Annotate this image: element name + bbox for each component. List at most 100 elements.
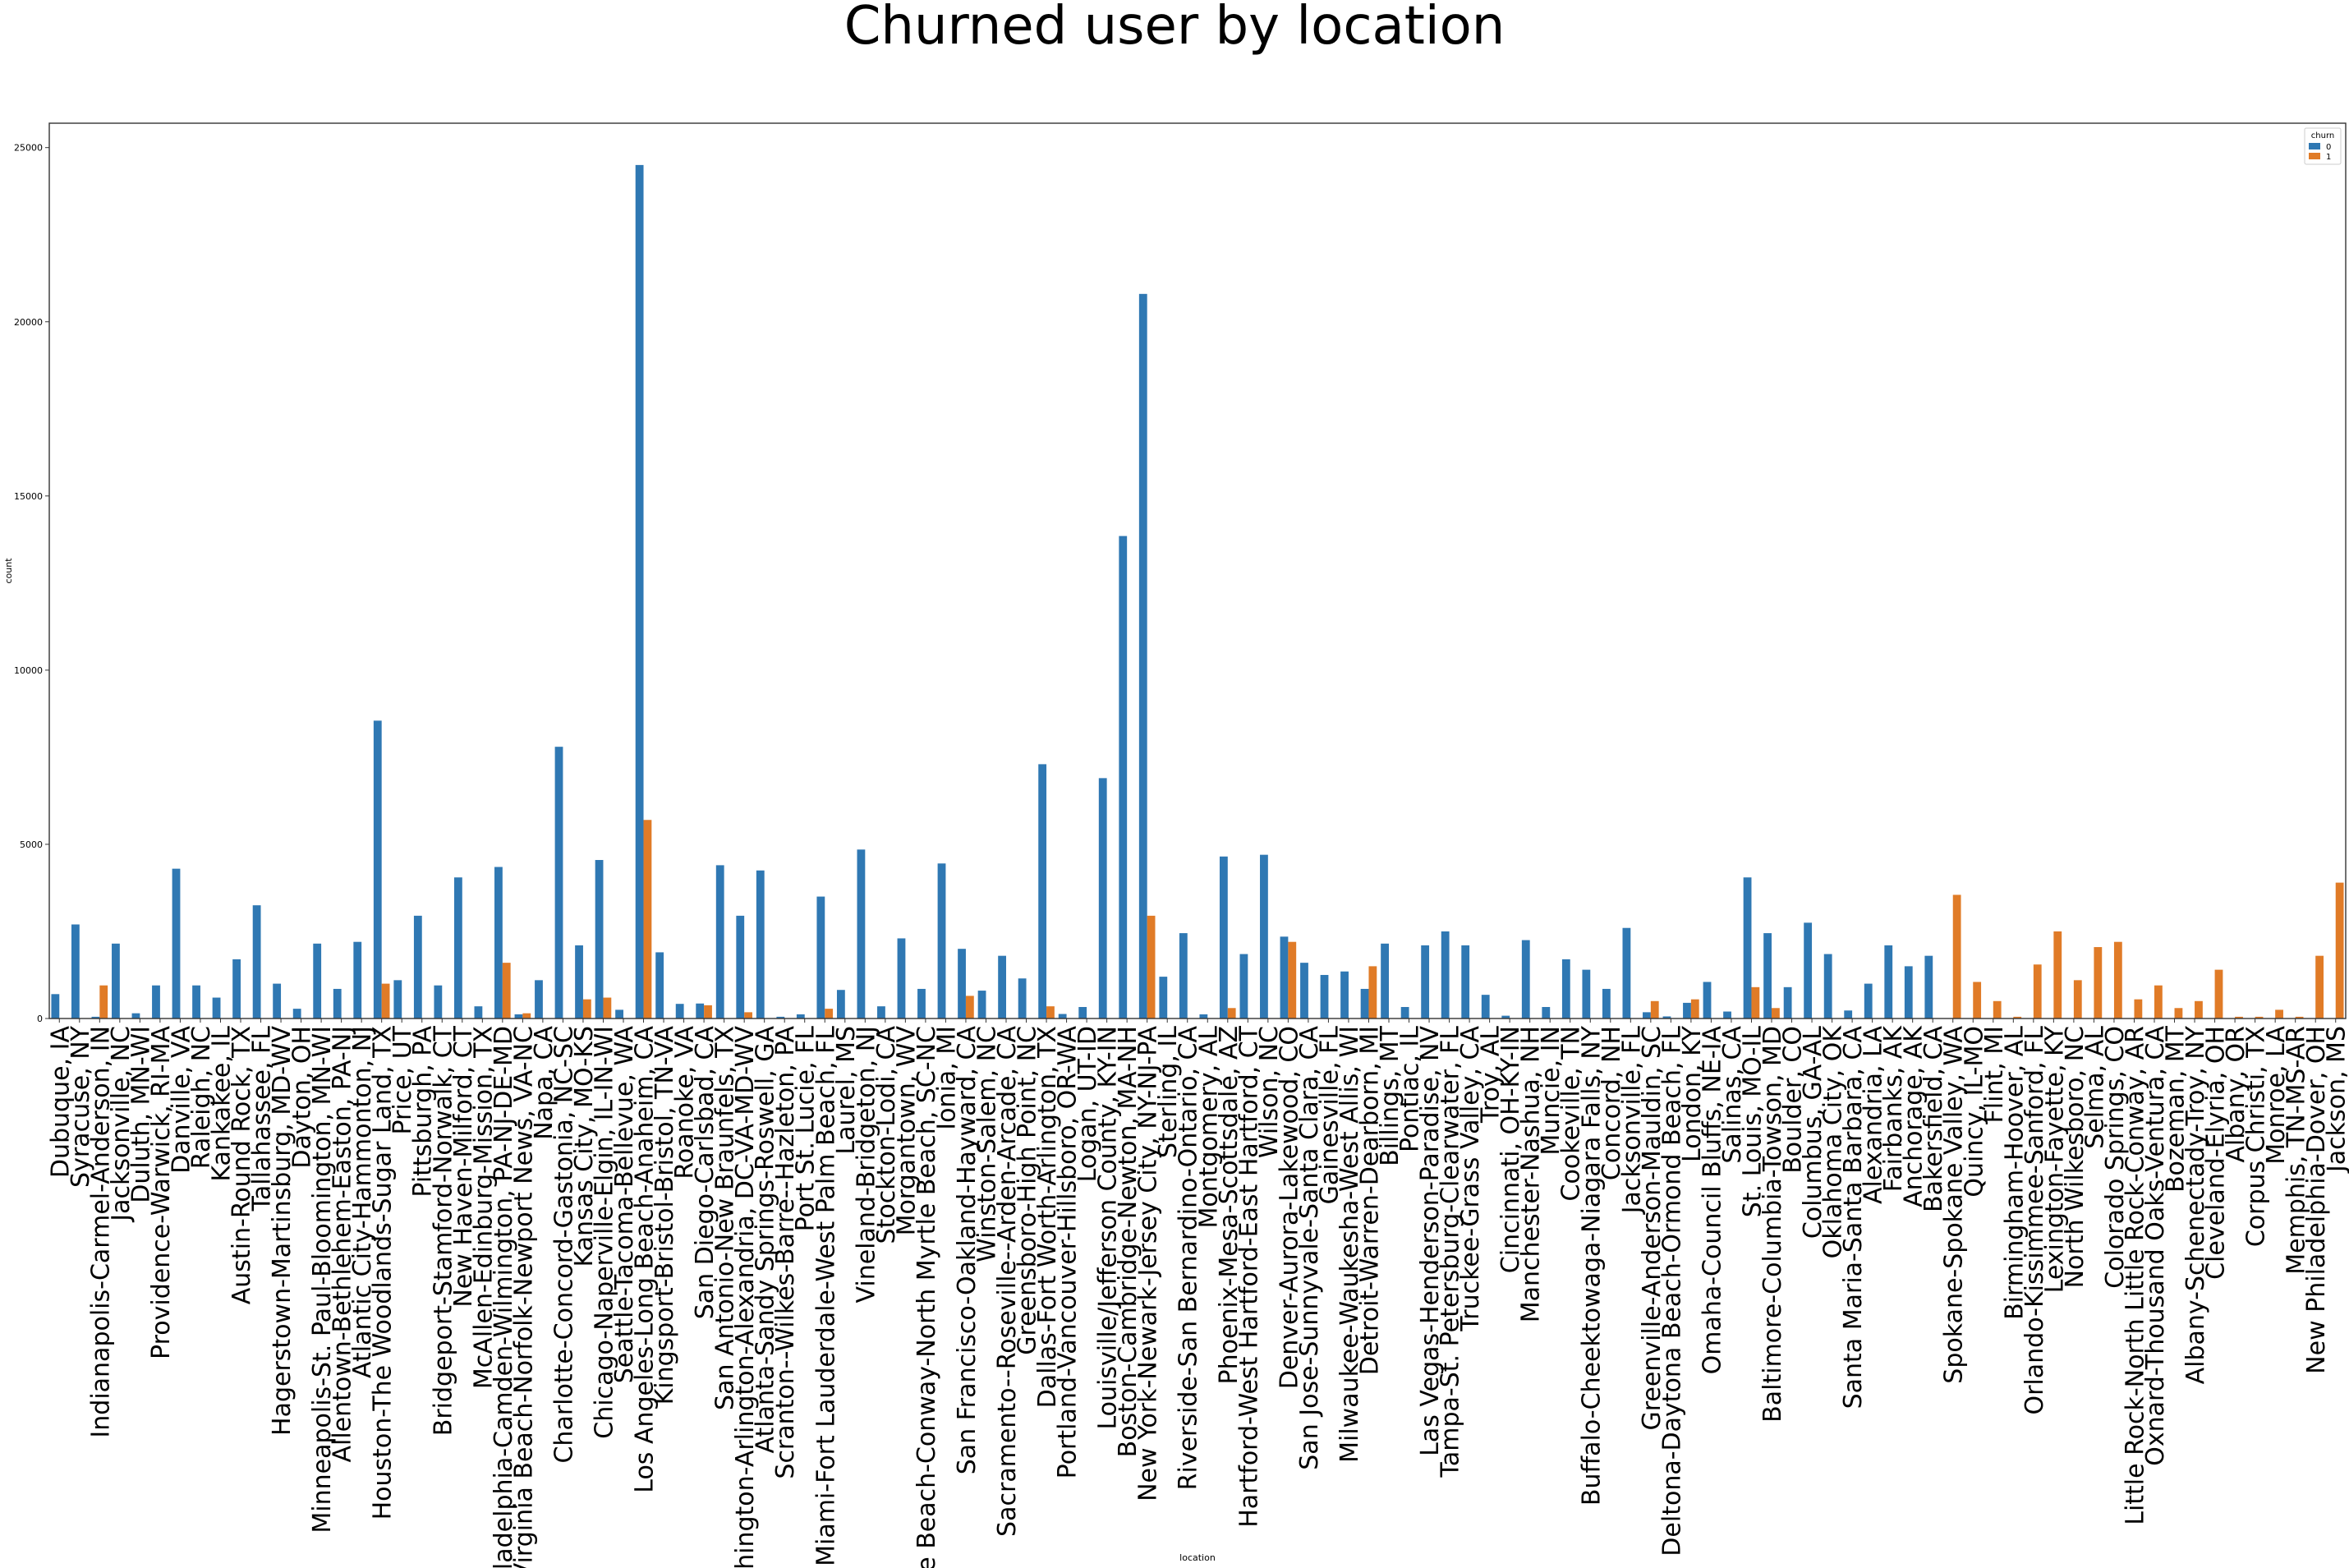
bar-churn-0 xyxy=(413,915,422,1019)
x-tick-label: Dubuque, IA xyxy=(46,1026,75,1179)
bar-churn-0 xyxy=(1360,988,1369,1019)
bar-churn-1 xyxy=(381,983,390,1019)
x-tick-label: Charlotte-Concord-Gastonia, NC-SC xyxy=(549,1026,578,1464)
bar-churn-0 xyxy=(1038,764,1047,1019)
bar-churn-1 xyxy=(582,999,591,1019)
x-tick-label: Oklahoma City, OK xyxy=(1819,1025,1848,1259)
bar-churn-0 xyxy=(977,991,986,1019)
x-tick-label: Alexandria, LA xyxy=(1859,1026,1888,1205)
y-tick-label: 5000 xyxy=(20,839,43,850)
bar-churn-0 xyxy=(575,945,583,1019)
bar-churn-0 xyxy=(1662,1016,1671,1019)
legend-label-churn-1: 1 xyxy=(2326,153,2331,162)
x-tick-label: Bozeman, MT xyxy=(2162,1025,2190,1193)
x-tick-label: Las Vegas-Henderson-Paradise, NV xyxy=(1416,1026,1445,1456)
x-tick-label: New York-Newark-Jersey City, NY-NJ-PA xyxy=(1134,1026,1163,1501)
bar-churn-0 xyxy=(1521,940,1530,1019)
bar-churn-0 xyxy=(353,941,362,1019)
x-tick-label: Philadelphia-Camden-Wilmington, PA-NJ-DE… xyxy=(490,1026,518,1568)
bar-churn-0 xyxy=(212,997,221,1019)
legend: churn 01 xyxy=(2304,127,2342,165)
bar-churn-1 xyxy=(2174,1008,2183,1019)
bar-churn-0 xyxy=(393,980,402,1019)
bar-churn-1 xyxy=(965,996,974,1019)
bar-churn-0 xyxy=(51,994,60,1019)
x-tick-label: Billings, MT xyxy=(1376,1025,1404,1166)
x-tick-label: St. Louis, MO-IL xyxy=(1738,1026,1767,1217)
x-tick-label: Pontiac, IL xyxy=(1396,1026,1425,1152)
x-tick-label: Syracuse, NY xyxy=(67,1025,95,1188)
bar-churn-1 xyxy=(2154,985,2163,1019)
x-tick-label: Minneapolis-St. Paul-Bloomington, MN-WI xyxy=(308,1026,337,1534)
x-tick-label: Birmingham-Hoover, AL xyxy=(2000,1026,2029,1320)
x-tick-label: Columbus, GA-AL xyxy=(1799,1026,1827,1239)
x-tick-label: Raleigh, NC xyxy=(187,1026,216,1169)
bar-churn-0 xyxy=(514,1014,523,1019)
x-tick-label: Stockton-Lodi, CA xyxy=(872,1026,901,1244)
x-tick-label: New Philadelphia-Dover, OH xyxy=(2302,1026,2331,1374)
bar-churn-0 xyxy=(1300,963,1308,1019)
bar-churn-0 xyxy=(1924,955,1933,1019)
bar-churn-0 xyxy=(453,877,462,1019)
x-tick-label: Atlantic City-Hammonton, NJ xyxy=(348,1026,377,1378)
bar-churn-1 xyxy=(522,1013,531,1019)
x-tick-label: Wilson, NC xyxy=(1255,1026,1284,1158)
bar-churn-0 xyxy=(112,943,120,1019)
bar-churn-0 xyxy=(71,924,80,1019)
x-tick-label: Bakersfield, CA xyxy=(1919,1026,1948,1212)
bar-churn-0 xyxy=(1783,986,1792,1019)
bar-churn-0 xyxy=(333,988,342,1019)
bar-churn-1 xyxy=(2134,999,2143,1019)
bar-churn-1 xyxy=(603,997,612,1019)
x-tick-label: Boulder, CO xyxy=(1779,1026,1808,1174)
bar-churn-1 xyxy=(1772,1008,1780,1019)
bar-churn-1 xyxy=(1993,1000,2002,1019)
bar-churn-1 xyxy=(1046,1006,1055,1019)
bar-churn-0 xyxy=(131,1013,140,1019)
bar-churn-0 xyxy=(1743,877,1752,1019)
x-tick-label: Buffalo-Cheektowaga-Niagara Falls, NY xyxy=(1577,1025,1606,1506)
bar-churn-0 xyxy=(857,849,866,1019)
x-tick-label: Troy, AL xyxy=(1477,1026,1505,1124)
bar-churn-0 xyxy=(1723,1011,1731,1019)
bar-churn-0 xyxy=(1078,1007,1087,1019)
bar-churn-0 xyxy=(1400,1007,1409,1019)
bar-churn-1 xyxy=(2073,980,2082,1019)
bar-churn-0 xyxy=(736,915,745,1019)
bar-churn-1 xyxy=(2295,1016,2304,1019)
x-tick-label: Salinas, CA xyxy=(1718,1026,1747,1164)
x-tick-label: Little Rock-North Little Rock-Conway, AR xyxy=(2121,1026,2149,1525)
bar-churn-0 xyxy=(1421,945,1430,1019)
bar-churn-0 xyxy=(232,959,241,1019)
x-tick-label: Concord, NH xyxy=(1597,1026,1626,1180)
x-tick-label: Gainesville, FL xyxy=(1315,1026,1344,1205)
x-tick-label: Fairbanks, AK xyxy=(1879,1025,1908,1193)
x-tick-label: Roanoke, VA xyxy=(671,1026,700,1179)
bar-churn-0 xyxy=(172,868,181,1019)
bar-churn-0 xyxy=(1643,1012,1651,1019)
bar-churn-1 xyxy=(2053,931,2062,1019)
x-tick-label: Tallahassee, FL xyxy=(248,1026,277,1212)
bar-churn-0 xyxy=(474,1006,483,1019)
x-tick-label: Houston-The Woodlands-Sugar Land, TX xyxy=(369,1026,398,1520)
bar-churn-0 xyxy=(1703,982,1712,1019)
bar-churn-0 xyxy=(1864,983,1873,1019)
bar-churn-0 xyxy=(535,980,543,1019)
x-tick-label: McAllen-Edinburg-Mission, TX xyxy=(469,1026,498,1389)
bar-churn-0 xyxy=(776,1016,785,1019)
x-tick-label: Montgomery, AL xyxy=(1194,1026,1223,1229)
bar-churn-0 xyxy=(292,1009,301,1019)
bar-churn-1 xyxy=(2255,1016,2264,1019)
x-tick-label: Allentown-Bethlehem-Easton, PA-NJ xyxy=(329,1026,357,1463)
bar-churn-0 xyxy=(635,164,644,1019)
bar-churn-0 xyxy=(836,990,845,1019)
x-tick-label: Sacramento--Roseville--Arden-Arcade, CA xyxy=(993,1026,1022,1537)
x-tick-label: Quincy, IL-MO xyxy=(1960,1026,1988,1198)
bar-churn-0 xyxy=(91,1016,100,1019)
bar-churn-1 xyxy=(1368,966,1377,1019)
bar-churn-1 xyxy=(2113,941,2122,1019)
x-tick-label: North Wilkesboro, NC xyxy=(2061,1026,2089,1288)
legend-title: churn xyxy=(2311,131,2334,140)
x-tick-label: Chicago-Naperville-Elgin, IL-IN-WI xyxy=(590,1026,618,1439)
x-tick-label: San Diego-Carlsbad, CA xyxy=(691,1026,719,1320)
